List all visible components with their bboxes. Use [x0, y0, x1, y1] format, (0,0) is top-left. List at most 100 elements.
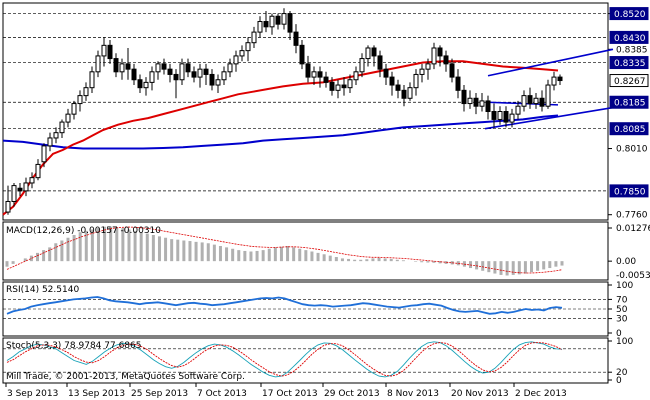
price-box-label: 0.8085 — [614, 125, 646, 135]
candle-body — [221, 71, 227, 81]
candle-body — [83, 87, 89, 97]
candle-body — [329, 81, 335, 91]
candle-body — [209, 73, 215, 86]
price-box-label: 0.8185 — [614, 99, 646, 109]
candle-body — [521, 95, 527, 107]
candle-body — [455, 76, 461, 91]
candle-body — [233, 55, 239, 65]
rsi-title: RSI(14) 52.5140 — [6, 285, 79, 295]
candle-body — [203, 68, 209, 75]
candle-body — [275, 15, 281, 25]
candle-body — [245, 42, 251, 52]
candle-body — [305, 63, 311, 78]
price-box — [609, 7, 649, 21]
candle-body — [197, 68, 203, 78]
candle-body — [383, 68, 389, 78]
candle-body — [173, 73, 179, 81]
candle-body — [389, 76, 395, 86]
channel-line — [487, 48, 614, 77]
price-box-label: 0.8335 — [614, 59, 646, 69]
candle-body — [401, 89, 407, 99]
candle-body — [125, 63, 131, 70]
candle-body — [95, 55, 101, 73]
candle-body — [371, 47, 377, 57]
date-label: 17 Oct 2013 — [262, 389, 318, 399]
candle-body — [515, 105, 521, 115]
candle-body — [293, 31, 299, 46]
macd-signal-line — [6, 226, 563, 274]
candle-body — [155, 63, 161, 73]
candle-body — [449, 63, 455, 78]
main-pane-frame — [2, 2, 609, 221]
price-box-label: 0.8430 — [614, 34, 646, 44]
candle-body — [485, 100, 491, 113]
date-label: 7 Oct 2013 — [197, 389, 247, 399]
candle-body — [425, 63, 431, 70]
candle-body — [5, 200, 11, 213]
candle-body — [101, 44, 107, 57]
rsi-tick-label: 100 — [616, 281, 633, 291]
price-box — [609, 74, 649, 88]
main-price-pane: 0.77600.80100.83850.85200.85200.84300.83… — [2, 2, 649, 221]
candle-body — [257, 21, 263, 33]
candle-body — [107, 44, 113, 60]
candle-body — [23, 182, 29, 192]
candle-body — [119, 63, 125, 73]
candle-body — [191, 71, 197, 78]
candle-body — [281, 13, 287, 25]
candle-body — [287, 13, 293, 33]
candle-body — [113, 58, 119, 73]
candle-body — [185, 63, 191, 73]
candle-body — [413, 73, 419, 89]
candle-body — [431, 47, 437, 65]
candle-body — [71, 103, 77, 115]
candle-body — [317, 71, 323, 78]
macd-tick-label: 0.00 — [616, 257, 636, 267]
candle-body — [341, 84, 347, 89]
ma-red-line — [2, 60, 559, 216]
candle-body — [59, 121, 65, 134]
macd-title: MACD(12,26,9) -0.00157 -0.00310 — [6, 226, 161, 236]
stoch-k-line — [6, 341, 563, 378]
candle-body — [239, 50, 245, 57]
candle-body — [533, 97, 539, 105]
candle-body — [545, 84, 551, 107]
candle-body — [77, 95, 83, 105]
watermark: Mill Trade, © 2001-2013, MetaQuotes Soft… — [6, 372, 245, 382]
candle-body — [335, 84, 341, 91]
candle-body — [143, 81, 149, 89]
date-label: 13 Sep 2013 — [68, 389, 125, 399]
price-box — [609, 30, 649, 44]
y-tick-label: 0.7760 — [616, 211, 648, 221]
macd-frame — [2, 221, 609, 281]
macd-tick-label: 0.01276 — [616, 224, 650, 234]
y-tick-label: 0.8010 — [616, 145, 648, 155]
date-label: 25 Sep 2013 — [131, 389, 188, 399]
candle-body — [557, 76, 563, 82]
candle-body — [53, 132, 59, 139]
candle-body — [347, 79, 353, 89]
candle-body — [269, 15, 275, 28]
price-box-label: 0.8267 — [614, 77, 646, 87]
macd-pane: 0.01276 0.00 -0.00539 — [2, 221, 650, 281]
candle-body — [353, 71, 359, 81]
macd-tick-label: -0.00539 — [616, 271, 650, 281]
candle-body — [215, 79, 221, 86]
price-box — [609, 95, 649, 109]
candle-body — [551, 76, 557, 86]
candle-body — [65, 113, 71, 123]
candle-body — [503, 111, 509, 123]
candle-body — [377, 55, 383, 70]
stoch-pane: 100 200 — [2, 337, 633, 386]
stoch-d-line — [6, 342, 563, 377]
price-box — [609, 122, 649, 136]
candle-body — [323, 76, 329, 83]
ma-blue-line — [2, 114, 559, 150]
price-box-label: 0.8520 — [614, 10, 646, 20]
rsi-tick-label: 30 — [616, 315, 628, 325]
candle-body — [131, 68, 137, 81]
candle-body — [29, 177, 35, 184]
candle-body — [539, 97, 545, 107]
